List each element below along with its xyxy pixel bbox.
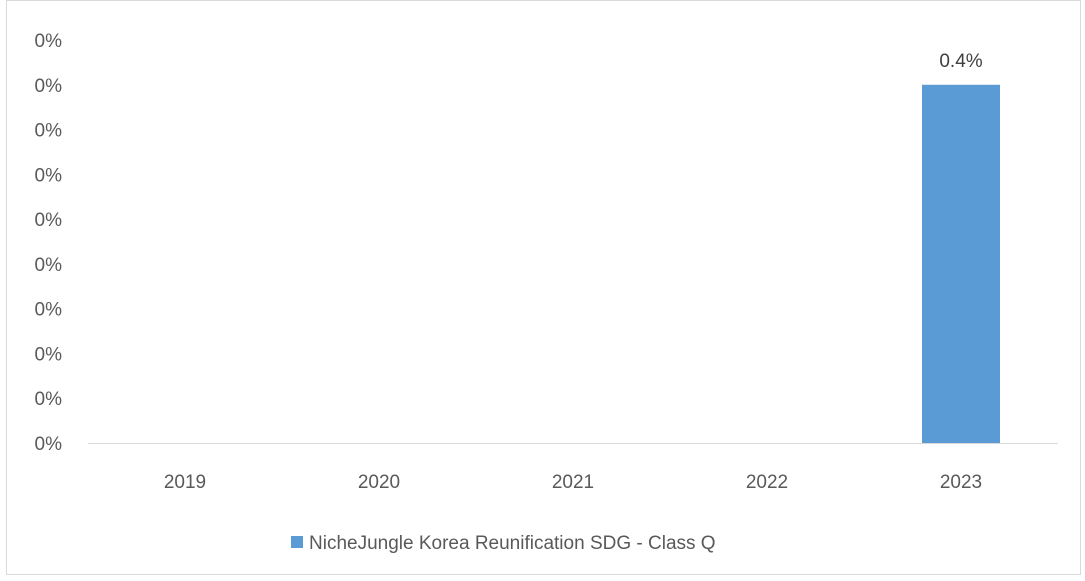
x-tick-label: 2020	[358, 472, 400, 493]
x-tick-label: 2019	[164, 472, 206, 493]
y-tick-label: 0%	[35, 121, 63, 142]
y-tick-label: 0%	[35, 255, 63, 276]
y-axis-ticks: 0% 0% 0% 0% 0% 0% 0% 0% 0% 0%	[35, 31, 63, 455]
y-tick-label: 0%	[35, 344, 63, 365]
y-tick-label: 0%	[35, 31, 63, 52]
y-tick-label: 0%	[35, 76, 63, 97]
legend: NicheJungle Korea Reunification SDG - Cl…	[291, 533, 716, 554]
y-tick-label: 0%	[35, 389, 63, 410]
x-tick-label: 2023	[940, 472, 982, 493]
x-tick-label: 2022	[746, 472, 788, 493]
legend-swatch	[291, 536, 303, 548]
data-label: 0.4%	[939, 51, 982, 72]
y-tick-label: 0%	[35, 300, 63, 321]
y-tick-label: 0%	[35, 434, 63, 455]
x-axis-ticks: 2019 2020 2021 2022 2023	[164, 472, 982, 493]
bar-2023	[922, 84, 1000, 444]
legend-label: NicheJungle Korea Reunification SDG - Cl…	[309, 533, 716, 554]
x-tick-label: 2021	[552, 472, 594, 493]
y-tick-label: 0%	[35, 210, 63, 231]
bars	[922, 84, 1000, 444]
chart-frame	[6, 0, 1081, 575]
y-tick-label: 0%	[35, 165, 63, 186]
data-labels: 0.4%	[939, 51, 982, 72]
